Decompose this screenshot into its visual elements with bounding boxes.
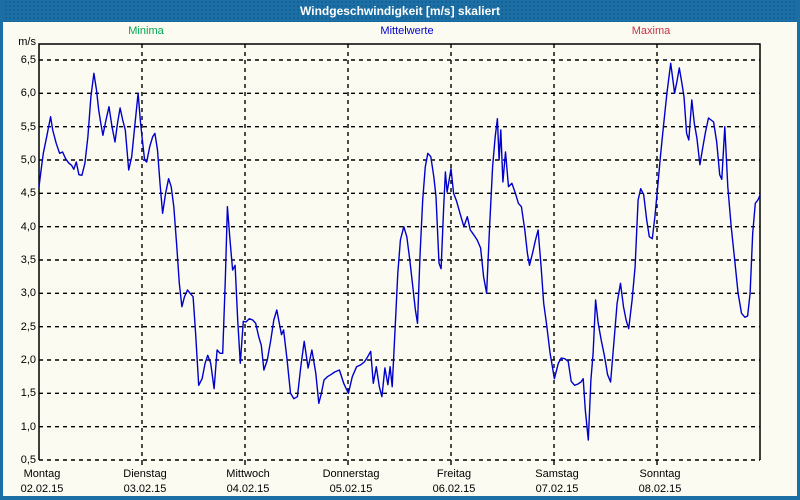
window-title: Windgeschwindigkeit [m/s] skaliert: [300, 4, 500, 18]
y-axis-tick-label: 1,5: [20, 387, 36, 400]
x-axis-day-label: Donnerstag: [322, 468, 380, 480]
x-axis-day-label: Montag: [23, 468, 61, 480]
y-axis-tick-label: 5,0: [20, 154, 36, 166]
window-titlebar[interactable]: Windgeschwindigkeit [m/s] skaliert: [3, 0, 797, 22]
y-axis-tick-label: 2,0: [20, 354, 36, 366]
x-axis-date-label: 05.02.15: [329, 483, 373, 495]
legend-maxima-label: Maxima: [631, 25, 671, 37]
legend-minima-label: Minima: [128, 25, 164, 37]
x-axis-day-label: Samstag: [535, 468, 579, 480]
y-axis-tick-label: 6,0: [20, 87, 36, 100]
y-axis-tick-label: 4,0: [20, 220, 36, 233]
y-axis-tick-label: 1,0: [20, 420, 36, 433]
x-axis-day-label: Mittwoch: [226, 468, 270, 480]
y-axis-tick-label: 3,0: [20, 287, 36, 300]
y-axis-tick-label: 3,5: [20, 254, 36, 266]
x-axis-date-label: 04.02.15: [226, 483, 270, 495]
legend-mittelwerte-label: Mittelwerte: [380, 25, 434, 37]
y-axis-tick-label: 2,5: [20, 320, 36, 333]
y-axis-tick-label: 6,5: [20, 54, 36, 66]
y-axis-tick-label: 4,5: [20, 187, 36, 200]
x-axis-date-label: 06.02.15: [432, 483, 476, 495]
x-axis-date-label: 07.02.15: [535, 483, 579, 495]
x-axis-day-label: Sonntag: [639, 468, 681, 480]
y-axis-tick-label: 5,5: [20, 120, 36, 133]
x-axis-date-label: 03.02.15: [123, 483, 167, 495]
y-axis-unit-label: m/s: [18, 36, 36, 48]
y-axis-tick-label: 0,5: [20, 454, 36, 466]
x-axis-day-label: Freitag: [436, 468, 472, 480]
x-axis-date-label: 02.02.15: [20, 483, 64, 495]
x-axis-day-label: Dienstag: [123, 468, 167, 480]
x-axis-date-label: 08.02.15: [638, 483, 682, 495]
